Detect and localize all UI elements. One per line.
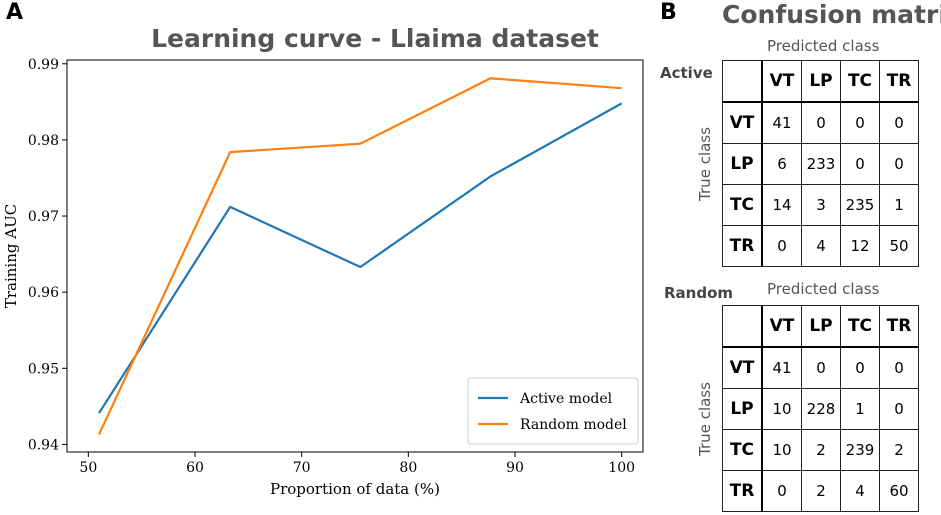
random-cell: 2 <box>801 429 841 471</box>
x-tick-label: 90 <box>506 460 524 476</box>
y-tick-label: 0.96 <box>28 285 59 301</box>
y-tick-label: 0.95 <box>28 361 59 377</box>
confusion-matrix-title: Confusion matrix <box>722 0 941 29</box>
x-tick-label: 50 <box>79 460 97 476</box>
random-row-header: TR <box>722 470 763 512</box>
active-cell: 0 <box>879 101 919 144</box>
active-true-class-label: True class <box>696 127 714 201</box>
active-cell: 233 <box>801 143 841 185</box>
random-row: TR 0 2 4 60 <box>722 470 919 512</box>
active-cell: 0 <box>761 225 802 267</box>
panel-b-letter: B <box>660 0 677 25</box>
active-cell: 0 <box>840 143 880 185</box>
random-row: VT 41 0 0 0 <box>722 346 919 389</box>
random-row-header: TC <box>722 429 763 471</box>
active-header-row: VT LP TC TR <box>722 60 919 103</box>
random-cell: 41 <box>761 346 802 389</box>
panel-a-letter: A <box>6 0 24 25</box>
y-tick-label: 0.98 <box>28 133 59 149</box>
active-cell: 0 <box>801 101 841 144</box>
active-matrix-label: Active <box>660 64 713 82</box>
random-col-header: VT <box>761 305 802 348</box>
random-confusion-matrix: VT LP TC TR VT 41 0 0 0 LP 10 228 1 0 TC… <box>722 305 919 512</box>
active-row-header: TC <box>722 184 763 226</box>
random-row: TC 10 2 239 2 <box>722 429 919 471</box>
random-row: LP 10 228 1 0 <box>722 388 919 430</box>
y-tick-label: 0.97 <box>28 209 59 225</box>
random-cell: 0 <box>879 388 919 430</box>
active-cell: 0 <box>879 143 919 185</box>
series-line-active-model <box>98 102 623 414</box>
random-true-class-label: True class <box>696 382 714 456</box>
active-cell: 6 <box>761 143 802 185</box>
random-cell: 239 <box>840 429 880 471</box>
random-cell: 10 <box>761 429 802 471</box>
random-cell: 1 <box>840 388 880 430</box>
x-axis-label: Proportion of data (%) <box>270 480 440 498</box>
y-axis-label: Training AUC <box>2 204 20 308</box>
active-row-header: VT <box>722 101 763 144</box>
active-cell: 3 <box>801 184 841 226</box>
active-corner-cell <box>722 60 763 103</box>
active-cell: 50 <box>879 225 919 267</box>
active-cell: 4 <box>801 225 841 267</box>
active-cell: 14 <box>761 184 802 226</box>
random-cell: 0 <box>879 346 919 389</box>
active-cell: 41 <box>761 101 802 144</box>
x-tick-label: 80 <box>399 460 417 476</box>
random-matrix-label: Random <box>664 284 734 302</box>
active-col-header: VT <box>761 60 802 103</box>
active-row-header: LP <box>722 143 763 185</box>
active-row: TC 14 3 235 1 <box>722 184 919 226</box>
random-predicted-class-label: Predicted class <box>767 280 880 298</box>
random-cell: 0 <box>840 346 880 389</box>
random-cell: 4 <box>840 470 880 512</box>
legend-entry: Active model <box>519 391 613 407</box>
learning-curve-chart: Learning curve - Llaima dataset 50 60 70 80 9… <box>2 24 644 498</box>
active-row-header: TR <box>722 225 763 267</box>
random-cell: 0 <box>761 470 802 512</box>
random-cell: 2 <box>801 470 841 512</box>
random-corner-cell <box>722 305 763 348</box>
random-cell: 2 <box>879 429 919 471</box>
active-row: VT 41 0 0 0 <box>722 101 919 144</box>
legend-box <box>467 377 639 445</box>
active-row: TR 0 4 12 50 <box>722 225 919 267</box>
active-confusion-matrix: VT LP TC TR VT 41 0 0 0 LP 6 233 0 0 TC … <box>722 60 919 267</box>
y-tick-label: 0.99 <box>28 57 59 73</box>
random-cell: 60 <box>879 470 919 512</box>
active-row: LP 6 233 0 0 <box>722 143 919 185</box>
x-tick-label: 60 <box>186 460 204 476</box>
active-predicted-class-label: Predicted class <box>767 37 880 55</box>
legend-entry: Random model <box>520 417 627 433</box>
active-cell: 235 <box>840 184 880 226</box>
x-tick-label: 70 <box>293 460 311 476</box>
active-cell: 0 <box>840 101 880 144</box>
plot-frame <box>66 59 644 453</box>
random-cell: 228 <box>801 388 841 430</box>
x-tick-label: 100 <box>608 460 635 476</box>
active-cell: 1 <box>879 184 919 226</box>
random-row-header: LP <box>722 388 763 430</box>
random-row-header: VT <box>722 346 763 389</box>
random-header-row: VT LP TC TR <box>722 305 919 348</box>
active-col-header: TR <box>879 60 919 103</box>
active-cell: 12 <box>840 225 880 267</box>
y-tick-label: 0.94 <box>28 437 59 453</box>
random-col-header: TR <box>879 305 919 348</box>
series-line-random-model <box>98 77 622 435</box>
random-col-header: LP <box>801 305 841 348</box>
chart-title: Learning curve - Llaima dataset <box>151 24 599 53</box>
random-cell: 0 <box>801 346 841 389</box>
active-col-header: LP <box>801 60 841 103</box>
active-col-header: TC <box>840 60 880 103</box>
random-cell: 10 <box>761 388 802 430</box>
random-col-header: TC <box>840 305 880 348</box>
